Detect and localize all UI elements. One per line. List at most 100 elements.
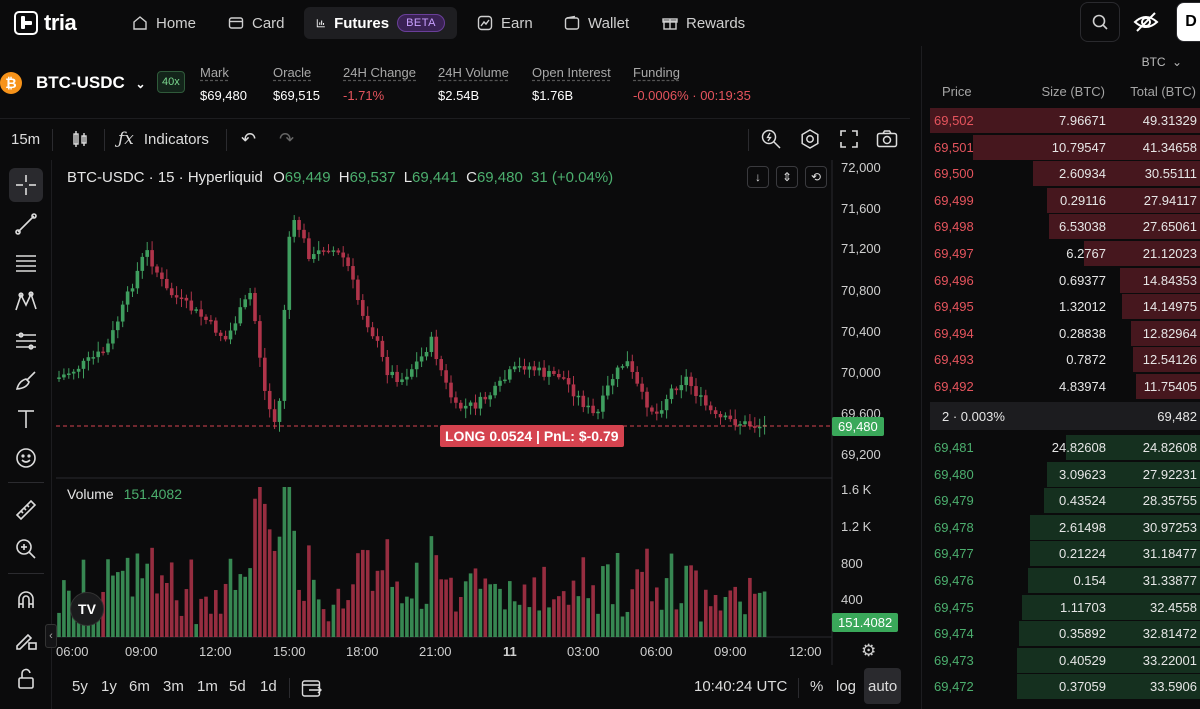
range-1y[interactable]: 1y <box>101 678 117 695</box>
bid-row[interactable]: 69,477 0.21224 31.18477 <box>930 541 1200 567</box>
fullscreen-button[interactable] <box>839 119 859 159</box>
candle-body <box>694 386 698 397</box>
leverage-badge[interactable]: 40x <box>157 71 185 93</box>
scroll-down-button[interactable]: ↓ <box>747 166 769 188</box>
nav-rewards[interactable]: Rewards <box>650 7 757 39</box>
nav-futures[interactable]: Futures BETA <box>304 7 457 39</box>
zoom-tool[interactable] <box>9 532 43 566</box>
pattern-tool[interactable] <box>9 285 43 319</box>
quick-search-button[interactable] <box>760 119 782 159</box>
ask-row[interactable]: 69,495 1.32012 14.14975 <box>930 294 1200 320</box>
screenshot-button[interactable] <box>876 119 898 159</box>
ask-row[interactable]: 69,499 0.29116 27.94117 <box>930 187 1200 213</box>
auto-toggle[interactable]: auto <box>864 668 902 704</box>
horizontal-lines-tool[interactable] <box>9 246 43 280</box>
nav-home[interactable]: Home <box>120 7 208 39</box>
trend-line-tool[interactable] <box>9 207 43 241</box>
bid-depth-bar <box>1065 435 1200 460</box>
collapse-button[interactable]: ⇕ <box>776 166 798 188</box>
crosshair-tool[interactable] <box>9 168 43 202</box>
price-chart[interactable]: BTC-USDC · 15 · Hyperliquid O69,449 H69,… <box>56 160 910 665</box>
bid-row[interactable]: 69,479 0.43524 28.35755 <box>930 488 1200 514</box>
range-5d[interactable]: 5d <box>229 678 246 695</box>
bid-row[interactable]: 69,474 0.35892 32.81472 <box>930 621 1200 647</box>
utc-clock[interactable]: 10:40:24 UTC <box>694 678 788 695</box>
ask-size: 1.32012 <box>1059 299 1106 315</box>
candle-body <box>194 309 198 311</box>
undo-button[interactable]: ↶ <box>241 119 256 159</box>
nav-wallet[interactable]: Wallet <box>552 7 641 39</box>
range-1d[interactable]: 1d <box>260 678 277 695</box>
stat-mark-value: $69,480 <box>200 88 247 103</box>
bid-row[interactable]: 69,473 0.40529 33.22001 <box>930 647 1200 673</box>
unit-selector[interactable]: BTC ⌄ <box>1142 55 1182 69</box>
ask-row[interactable]: 69,500 2.60934 30.55111 <box>930 161 1200 187</box>
bid-row[interactable]: 69,480 3.09623 27.92231 <box>930 461 1200 487</box>
candle-body <box>223 335 228 340</box>
candle-body <box>253 293 257 322</box>
ask-row[interactable]: 69,501 10.79547 41.34658 <box>930 134 1200 160</box>
avatar[interactable]: D <box>1176 2 1200 42</box>
volume-bar <box>640 571 644 637</box>
tria-logo[interactable]: tria <box>14 8 77 38</box>
bid-row[interactable]: 69,472 0.37059 33.5906 <box>930 674 1200 700</box>
redo-button[interactable]: ↷ <box>279 119 294 159</box>
reset-view-button[interactable]: ⟲ <box>805 166 827 188</box>
text-tool[interactable] <box>9 402 43 436</box>
tradingview-logo-icon[interactable]: TV <box>70 592 104 626</box>
candle-body <box>169 288 174 296</box>
bid-row[interactable]: 69,476 0.154 31.33877 <box>930 568 1200 593</box>
collapse-tools-button[interactable]: ‹ <box>45 624 57 648</box>
percent-toggle[interactable]: % <box>810 678 824 695</box>
ask-row[interactable]: 69,493 0.7872 12.54126 <box>930 347 1200 373</box>
unlock-tool[interactable] <box>9 662 43 696</box>
nav-card[interactable]: Card <box>216 7 297 39</box>
nav-earn[interactable]: Earn <box>465 7 545 39</box>
hide-balance-button[interactable] <box>1126 2 1166 42</box>
settings-button[interactable] <box>799 119 821 159</box>
ask-row[interactable]: 69,497 6.2767 21.12023 <box>930 241 1200 266</box>
magnet-tool[interactable] <box>9 583 43 617</box>
bid-total: 33.5906 <box>1150 679 1197 695</box>
position-label[interactable]: LONG 0.0524 | PnL: $-0.79 <box>440 425 624 447</box>
bid-row[interactable]: 69,478 2.61498 30.97253 <box>930 514 1200 540</box>
pair-selector[interactable]: BTC-USDC ⌄ <box>36 73 146 93</box>
volume-bar <box>463 581 468 637</box>
candle-body <box>277 400 282 422</box>
ask-row[interactable]: 69,496 0.69377 14.84353 <box>930 267 1200 293</box>
ask-row[interactable]: 69,494 0.28838 12.82964 <box>930 320 1200 346</box>
measure-lines-tool[interactable] <box>9 324 43 358</box>
lock-drawings-tool[interactable] <box>9 622 43 656</box>
volume-bar <box>365 550 370 637</box>
candle-type-button[interactable] <box>70 119 90 159</box>
bid-row[interactable]: 69,475 1.11703 32.4558 <box>930 594 1200 620</box>
volume-bar <box>67 590 71 637</box>
ruler-tool[interactable] <box>9 493 43 527</box>
bid-depth-bar <box>1016 647 1200 673</box>
emoji-tool[interactable] <box>9 441 43 475</box>
range-1m[interactable]: 1m <box>197 678 218 695</box>
volume-bar <box>351 584 355 637</box>
candle-body <box>498 380 502 386</box>
earn-icon <box>477 15 493 31</box>
indicators-button[interactable]: ƒx Indicators <box>118 119 209 159</box>
candle-body <box>630 361 635 372</box>
bid-row[interactable]: 69,481 24.82608 24.82608 <box>930 435 1200 460</box>
ask-size: 0.7872 <box>1066 352 1106 368</box>
stat-24h-change-label: 24H Change <box>343 65 416 80</box>
date-range-button[interactable] <box>301 678 323 702</box>
range-3m[interactable]: 3m <box>163 678 184 695</box>
brush-tool[interactable] <box>9 363 43 397</box>
search-icon <box>1092 14 1108 30</box>
search-button[interactable] <box>1080 2 1120 42</box>
range-6m[interactable]: 6m <box>129 678 150 695</box>
ask-row[interactable]: 69,502 7.96671 49.31329 <box>930 108 1200 133</box>
range-5y[interactable]: 5y <box>72 678 88 695</box>
ask-row[interactable]: 69,492 4.83974 11.75405 <box>930 374 1200 399</box>
log-toggle[interactable]: log <box>836 678 857 695</box>
price-axis-label: 70,000 <box>841 365 881 380</box>
stat-24h-change-value: -1.71% <box>343 88 385 103</box>
interval-selector[interactable]: 15m <box>11 130 41 148</box>
chart-settings-button[interactable]: ⚙ <box>861 641 876 661</box>
ask-row[interactable]: 69,498 6.53038 27.65061 <box>930 214 1200 240</box>
